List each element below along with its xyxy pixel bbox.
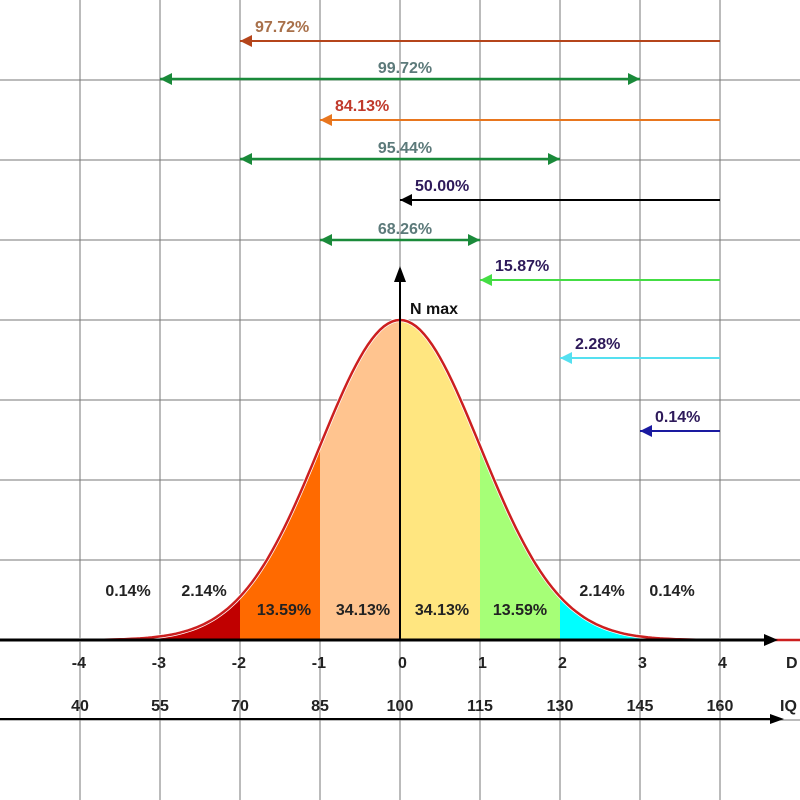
segment-fill <box>320 320 400 640</box>
arrowhead <box>160 73 172 85</box>
segment-label: 34.13% <box>415 602 469 619</box>
iq-tick-label: 115 <box>467 698 493 715</box>
arrowhead <box>560 352 572 364</box>
sigma-tick-label: 0 <box>398 655 407 672</box>
sigma-tick-label: -4 <box>72 655 86 672</box>
iq-tick-label: 70 <box>231 698 249 715</box>
segment-label: 13.59% <box>257 602 311 619</box>
arrowhead <box>548 153 560 165</box>
y-axis-arrowhead <box>394 266 406 282</box>
y-axis-label: N max <box>410 301 458 318</box>
x-axis-arrowhead <box>764 634 778 646</box>
iq-tick-label: 130 <box>547 698 574 715</box>
iq-axis-arrowhead <box>770 714 784 724</box>
arrowhead <box>628 73 640 85</box>
iq-axis-label: IQ <box>780 698 797 715</box>
cumulative-label: 99.72% <box>378 60 432 77</box>
segment-fill <box>400 320 480 640</box>
cumulative-label: 68.26% <box>378 221 432 238</box>
iq-tick-label: 160 <box>707 698 734 715</box>
iq-tick-label: 145 <box>627 698 654 715</box>
arrowhead <box>468 234 480 246</box>
cumulative-label: 2.28% <box>575 336 620 353</box>
arrowhead <box>320 114 332 126</box>
iq-tick-label: 55 <box>151 698 169 715</box>
arrowhead <box>480 274 492 286</box>
segment-fill <box>560 596 640 640</box>
sigma-tick-label: -3 <box>152 655 166 672</box>
iq-tick-label: 40 <box>71 698 89 715</box>
segment-label: 2.14% <box>579 583 624 600</box>
cumulative-arrows: 97.72% 99.72% 84.13% 95.44% 50.00% 68.26% 15.8… <box>160 19 720 437</box>
sigma-tick-label: 2 <box>558 655 567 672</box>
cumulative-label: 84.13% <box>335 98 389 115</box>
segment-label: 0.14% <box>105 583 150 600</box>
segment-label: 2.14% <box>181 583 226 600</box>
sigma-tick-label: 3 <box>638 655 647 672</box>
cumulative-label: 97.72% <box>255 19 309 36</box>
segment-label: 13.59% <box>493 602 547 619</box>
cumulative-label: 15.87% <box>495 258 549 275</box>
sigma-tick-label: -2 <box>232 655 246 672</box>
cumulative-label: 0.14% <box>655 409 700 426</box>
arrowhead <box>240 153 252 165</box>
segment-label: 0.14% <box>649 583 694 600</box>
arrowhead <box>640 425 652 437</box>
axes <box>0 266 784 724</box>
iq-tick-label: 85 <box>311 698 329 715</box>
iq-tick-label: 100 <box>387 698 414 715</box>
x-axis-label: D <box>786 655 798 672</box>
sigma-tick-label: 1 <box>478 655 487 672</box>
cumulative-label: 50.00% <box>415 178 469 195</box>
cumulative-label: 95.44% <box>378 140 432 157</box>
segment-label: 34.13% <box>336 602 390 619</box>
arrowhead <box>320 234 332 246</box>
segment-fill <box>160 596 240 640</box>
sigma-tick-label: 4 <box>718 655 727 672</box>
arrowhead <box>240 35 252 47</box>
arrowhead <box>400 194 412 206</box>
sigma-tick-label: -1 <box>312 655 326 672</box>
labels: -4 -3 -2 -1 0 1 2 3 4 40 55 70 85 100 115 130 145 160 0.14… <box>71 583 733 715</box>
